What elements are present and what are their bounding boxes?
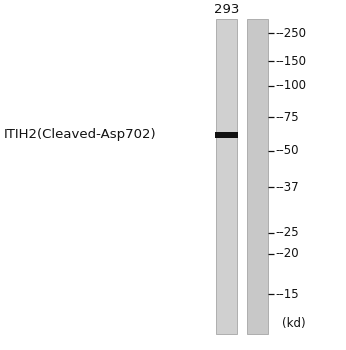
Text: --20: --20	[275, 247, 299, 260]
Text: --250: --250	[275, 27, 306, 40]
Text: --37: --37	[275, 181, 299, 194]
Text: --25: --25	[275, 226, 299, 239]
Bar	[216, 19, 237, 334]
Text: 293: 293	[214, 3, 239, 16]
Text: ITIH2(Cleaved-Asp702): ITIH2(Cleaved-Asp702)	[3, 128, 156, 141]
Text: --50: --50	[275, 144, 299, 157]
Text: --100: --100	[275, 79, 306, 92]
Text: (kd): (kd)	[282, 317, 306, 330]
Text: --150: --150	[275, 55, 306, 68]
Bar	[215, 132, 238, 138]
Text: --15: --15	[275, 287, 299, 301]
Text: --75: --75	[275, 111, 299, 124]
Bar	[247, 19, 268, 334]
